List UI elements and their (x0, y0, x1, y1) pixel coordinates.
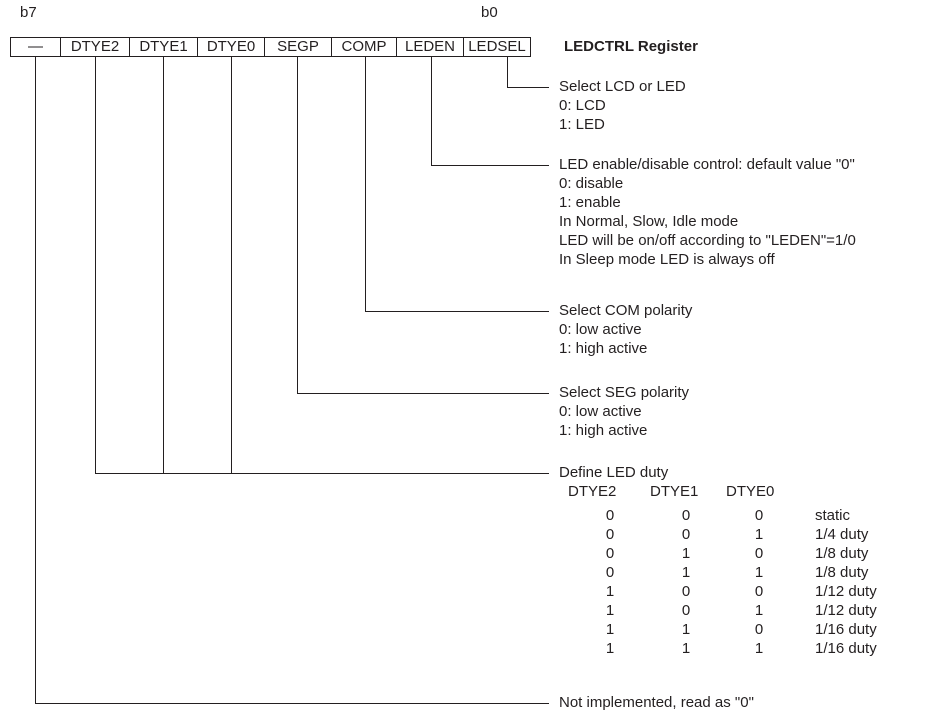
duty-cell-result: 1/4 duty (815, 526, 869, 543)
connector-segp-horizontal (297, 393, 549, 394)
duty-cell-dtye2: 1 (605, 583, 615, 600)
leden-desc-title: LED enable/disable control: default valu… (559, 156, 855, 173)
duty-table-header: DTYE1 (650, 483, 699, 500)
bit-cell-segp: SEGP (264, 37, 332, 57)
connector-b7-horizontal (35, 703, 549, 704)
duty-table-header: DTYE2 (568, 483, 617, 500)
duty-cell-dtye0: 1 (754, 602, 764, 619)
leden-desc-line: In Sleep mode LED is always off (559, 251, 775, 268)
duty-cell-dtye0: 0 (754, 583, 764, 600)
connector-ledsel-horizontal (507, 87, 549, 88)
bit-cell-ledsel: LEDSEL (463, 37, 531, 57)
comp-desc-line: 1: high active (559, 340, 648, 357)
duty-desc-title: Define LED duty (559, 464, 669, 481)
leden-desc-line: LED will be on/off according to "LEDEN"=… (559, 232, 856, 249)
bit-cell-b7: — (10, 37, 61, 57)
duty-cell-result: 1/8 duty (815, 564, 869, 581)
duty-cell-dtye2: 0 (605, 507, 615, 524)
segp-desc-title: Select SEG polarity (559, 384, 690, 401)
duty-cell-dtye2: 1 (605, 621, 615, 638)
duty-cell-dtye2: 0 (605, 526, 615, 543)
comp-desc-line: 0: low active (559, 321, 642, 338)
bit-cell-comp: COMP (331, 37, 397, 57)
bit-cell-leden: LEDEN (396, 37, 464, 57)
connector-dtye2-vertical (95, 57, 96, 474)
duty-cell-dtye1: 1 (681, 640, 691, 657)
bit-cell-dtye0: DTYE0 (197, 37, 265, 57)
ledsel-desc-line: 1: LED (559, 116, 605, 133)
b7-desc: Not implemented, read as "0" (559, 694, 754, 711)
bit-cell-dtye1: DTYE1 (129, 37, 198, 57)
connector-comp-vertical (365, 57, 366, 312)
duty-cell-dtye2: 0 (605, 564, 615, 581)
connector-leden-vertical (431, 57, 432, 166)
segp-desc-line: 1: high active (559, 422, 648, 439)
duty-cell-dtye2: 1 (605, 602, 615, 619)
bit-label-b7: b7 (20, 4, 37, 21)
ledsel-desc-title: Select LCD or LED (559, 78, 686, 95)
connector-comp-horizontal (365, 311, 549, 312)
duty-cell-result: 1/16 duty (815, 640, 877, 657)
leden-desc-line: 1: enable (559, 194, 621, 211)
duty-cell-result: static (815, 507, 851, 524)
duty-cell-dtye0: 1 (754, 564, 764, 581)
segp-desc-line: 0: low active (559, 403, 642, 420)
duty-cell-result: 1/16 duty (815, 621, 877, 638)
duty-cell-result: 1/8 duty (815, 545, 869, 562)
duty-cell-dtye1: 1 (681, 545, 691, 562)
connector-b7-vertical (35, 57, 36, 704)
bit-label-b0: b0 (481, 4, 498, 21)
duty-cell-dtye2: 0 (605, 545, 615, 562)
connector-leden-horizontal (431, 165, 549, 166)
connector-dtye0-vertical (231, 57, 232, 474)
duty-cell-result: 1/12 duty (815, 602, 877, 619)
duty-cell-dtye1: 0 (681, 507, 691, 524)
duty-cell-dtye0: 0 (754, 507, 764, 524)
duty-cell-dtye0: 1 (754, 640, 764, 657)
duty-cell-dtye1: 0 (681, 526, 691, 543)
duty-cell-dtye1: 0 (681, 583, 691, 600)
duty-cell-dtye1: 1 (681, 564, 691, 581)
connector-segp-vertical (297, 57, 298, 394)
leden-desc-line: 0: disable (559, 175, 624, 192)
ledsel-desc-line: 0: LCD (559, 97, 606, 114)
duty-table-header: DTYE0 (726, 483, 775, 500)
connector-duty-horizontal (95, 473, 549, 474)
connector-ledsel-vertical (507, 57, 508, 88)
register-title: LEDCTRL Register (564, 38, 698, 55)
duty-cell-dtye2: 1 (605, 640, 615, 657)
leden-desc-line: In Normal, Slow, Idle mode (559, 213, 739, 230)
duty-cell-dtye1: 0 (681, 602, 691, 619)
comp-desc-title: Select COM polarity (559, 302, 693, 319)
duty-cell-dtye0: 0 (754, 545, 764, 562)
duty-cell-result: 1/12 duty (815, 583, 877, 600)
duty-cell-dtye1: 1 (681, 621, 691, 638)
connector-dtye1-vertical (163, 57, 164, 474)
duty-cell-dtye0: 1 (754, 526, 764, 543)
bit-cell-dtye2: DTYE2 (60, 37, 130, 57)
duty-cell-dtye0: 0 (754, 621, 764, 638)
